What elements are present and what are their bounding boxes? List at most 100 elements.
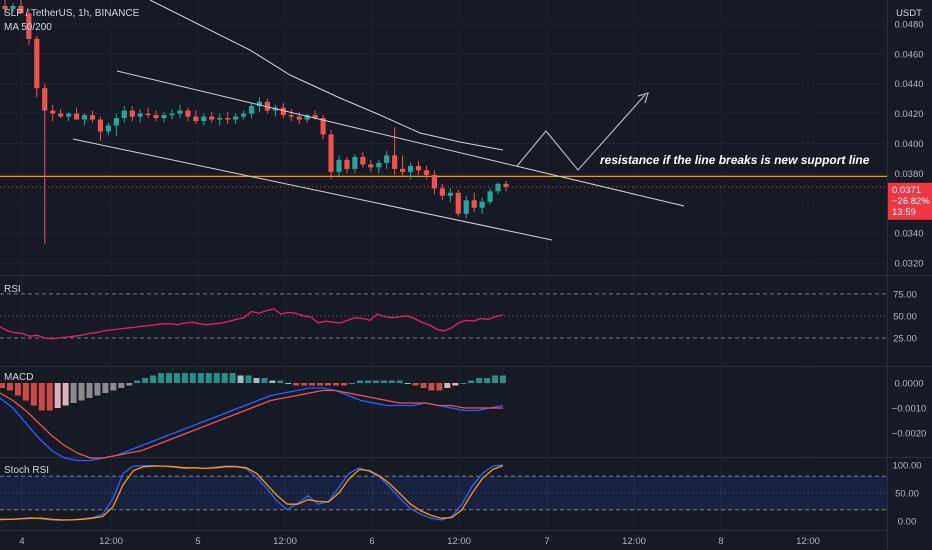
bar-countdown: 13:59 <box>892 207 916 218</box>
rsi-pane[interactable] <box>0 293 887 340</box>
candle-body <box>34 38 40 89</box>
macd-histogram-bar <box>364 380 371 383</box>
upper-trendline[interactable] <box>116 70 685 207</box>
candle-body <box>368 164 374 168</box>
macd-histogram-bar <box>94 383 101 396</box>
macd-histogram-bar <box>436 383 443 391</box>
macd-tick-label: −0.0020 <box>892 429 927 440</box>
macd-histogram-bar <box>428 383 435 391</box>
candle-body <box>129 110 135 117</box>
candle <box>66 112 72 122</box>
stoch-tick-label: 100.00 <box>892 461 921 472</box>
macd-histogram-bar <box>317 383 324 386</box>
candle-body <box>495 183 501 192</box>
macd-histogram-bar <box>158 373 165 383</box>
macd-axis: 0.0000 −0.0010 −0.0020 <box>892 379 927 440</box>
macd-label[interactable]: MACD <box>4 372 33 383</box>
macd-histogram-bar <box>285 383 292 384</box>
stoch-rsi-label[interactable]: Stoch RSI <box>4 465 49 476</box>
candle-body <box>280 107 286 116</box>
candle <box>384 150 390 169</box>
rsi-label[interactable]: RSI <box>4 284 21 295</box>
macd-histogram-bar <box>269 380 276 383</box>
price-tick-label: 0.0400 <box>894 139 923 150</box>
stoch-tick-label: 0.00 <box>898 517 917 528</box>
candle <box>185 107 191 122</box>
macd-histogram-bar <box>277 380 284 383</box>
candle <box>455 189 461 217</box>
macd-histogram-bar <box>126 383 133 386</box>
candle <box>240 110 247 120</box>
candle-body <box>240 113 247 117</box>
macd-histogram-bar <box>484 378 491 383</box>
macd-histogram-bar <box>309 383 316 386</box>
time-tick-label: 12:00 <box>273 536 297 547</box>
candle <box>217 113 223 126</box>
candle-body <box>161 115 167 119</box>
candle-body <box>81 115 88 120</box>
candle-body <box>89 115 96 120</box>
candle <box>320 115 326 139</box>
candle-body <box>26 13 32 39</box>
candle-body <box>503 183 509 187</box>
macd-histogram-bar <box>102 383 109 393</box>
macd-histogram-bar <box>348 383 355 384</box>
macd-histogram-bar <box>213 373 220 383</box>
stoch-band-fill <box>0 476 887 510</box>
macd-pane[interactable] <box>0 373 506 462</box>
price-pane[interactable] <box>0 0 887 244</box>
time-axis[interactable]: 4 12:00 5 12:00 6 12:00 7 12:00 8 12:00 <box>19 536 820 547</box>
candle <box>2 0 8 15</box>
candle-body <box>288 115 294 117</box>
macd-histogram-bar <box>452 383 459 386</box>
macd-histogram-bar <box>142 378 149 383</box>
candle <box>97 116 104 141</box>
candle-body <box>312 115 318 119</box>
time-tick-label: 12:00 <box>447 536 471 547</box>
projection-path[interactable] <box>516 94 646 171</box>
lower-trendline[interactable] <box>72 138 553 241</box>
macd-histogram-bar <box>253 378 260 383</box>
candle <box>344 156 350 174</box>
candle <box>352 153 358 174</box>
time-tick-label: 12:00 <box>622 536 646 547</box>
candle <box>248 103 255 119</box>
candle <box>145 107 151 119</box>
price-tick-label: 0.0420 <box>894 109 923 120</box>
candle <box>81 113 88 126</box>
macd-histogram-bar <box>261 378 268 383</box>
candle <box>34 35 40 98</box>
rsi-tick-label: 25.00 <box>893 333 917 344</box>
candle <box>415 161 422 175</box>
candle <box>201 113 207 126</box>
symbol-title[interactable]: SLP / TetherUS, 1h, BINANCE <box>4 8 140 19</box>
macd-histogram-bar <box>404 383 411 384</box>
candle <box>503 180 509 192</box>
candle <box>400 155 406 177</box>
candle <box>209 112 215 123</box>
candle <box>121 106 127 123</box>
macd-histogram-bar <box>14 383 21 396</box>
candle-body <box>113 118 119 126</box>
stoch-d-line <box>0 464 504 521</box>
rsi-axis: 75.00 50.00 25.00 <box>893 289 917 344</box>
candle <box>471 192 477 213</box>
time-tick-label: 4 <box>19 536 24 547</box>
candle <box>288 109 294 122</box>
stoch-rsi-pane[interactable] <box>0 464 887 522</box>
candle-body <box>217 118 223 120</box>
candle <box>264 98 271 114</box>
macd-histogram-bar <box>22 383 29 401</box>
ma-indicator-label[interactable]: MA 50/200 <box>4 22 52 33</box>
candle <box>177 104 183 119</box>
last-price-change: −26.82% <box>892 196 930 207</box>
candle <box>360 152 366 168</box>
price-tick-label: 0.0340 <box>894 229 923 240</box>
candle-body <box>248 106 255 114</box>
price-axis[interactable]: 0.0480 0.0460 0.0440 0.0420 0.0400 0.0380 0.03… <box>894 19 923 269</box>
candle <box>153 110 159 122</box>
candle <box>304 113 310 123</box>
macd-histogram-bar <box>86 383 93 398</box>
candle <box>137 109 143 123</box>
